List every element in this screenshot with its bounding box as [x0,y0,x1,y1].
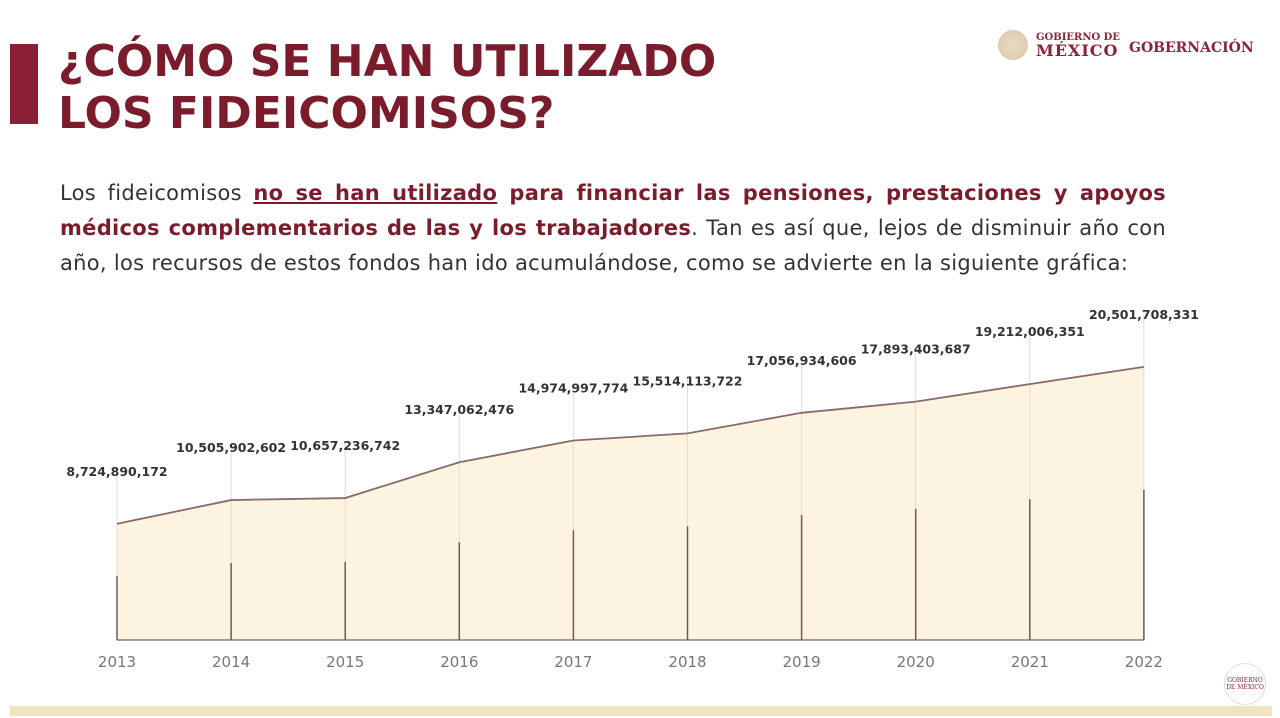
data-label: 10,505,902,602 [176,440,286,455]
title-line-2: LOS FIDEICOMISOS? [58,88,555,139]
x-tick-label: 2022 [1125,653,1163,671]
x-tick-label: 2020 [897,653,935,671]
page-title: ¿CÓMO SE HAN UTILIZADO LOS FIDEICOMISOS? [58,36,716,140]
para-part: . Tan es así que, lejos de disminuir año… [60,216,1166,275]
corner-logo: GOBIERNO DE MÉXICO [1224,663,1266,705]
data-label: 19,212,006,351 [975,324,1085,339]
x-tick-label: 2021 [1011,653,1049,671]
logo-text-2: MÉXICO [1036,40,1119,60]
data-label: 17,056,934,606 [747,353,857,368]
data-label: 20,501,708,331 [1089,307,1199,322]
x-tick-label: 2019 [783,653,821,671]
series-line [116,366,1145,525]
dept-text: GOBERNACIÓN [1129,40,1254,56]
data-label: 8,724,890,172 [66,464,167,479]
x-tick-label: 2015 [326,653,364,671]
gobierno-de-mexico-logo: GOBIERNO DE MÉXICO [998,30,1120,60]
accent-bar [10,44,38,124]
x-tick-label: 2013 [98,653,136,671]
data-label: 15,514,113,722 [633,373,743,388]
x-tick-label: 2017 [554,653,592,671]
data-label: 10,657,236,742 [290,438,400,453]
gobernacion-logo: GOBERNACIÓN [1129,40,1254,56]
national-seal-icon [998,30,1028,60]
corner-logo-text: GOBIERNO DE MÉXICO [1226,677,1264,691]
data-label: 13,347,062,476 [404,402,514,417]
data-label: 17,893,403,687 [861,342,971,357]
area-fill [117,366,1144,640]
x-tick-label: 2018 [668,653,706,671]
x-tick-label: 2016 [440,653,478,671]
x-tick-label: 2014 [212,653,250,671]
footer-bar [10,706,1272,716]
para-part: Los fideicomisos [60,181,254,205]
body-paragraph: Los fideicomisos no se han utilizado par… [60,176,1166,281]
data-label: 14,974,997,774 [518,381,628,396]
para-emphasis: para financiar las pensiones, prestacion… [60,181,1166,240]
para-emphasis-underlined: no se han utilizado [253,181,498,205]
logo-text-1: GOBIERNO DE [1036,31,1120,43]
title-line-1: ¿CÓMO SE HAN UTILIZADO [58,36,717,87]
